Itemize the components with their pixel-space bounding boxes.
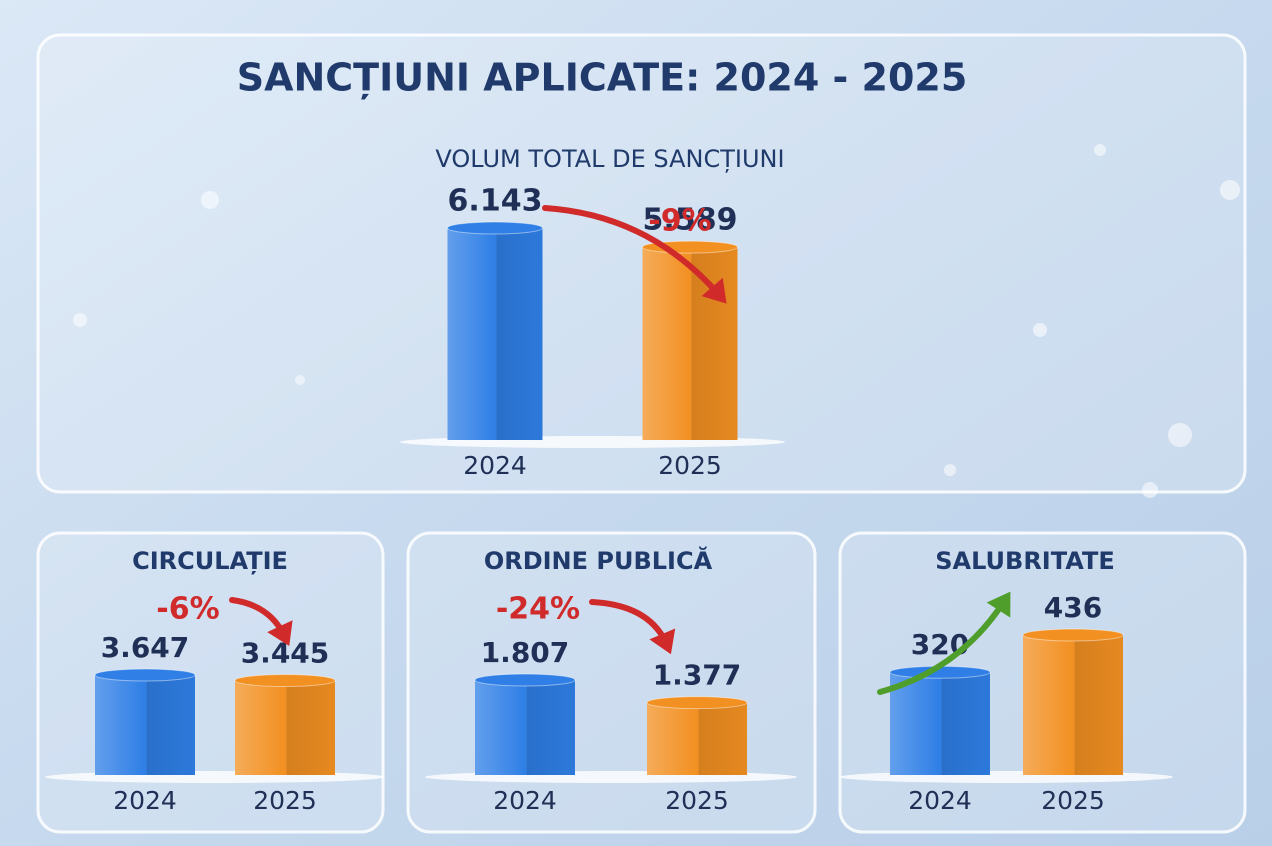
bar-shade xyxy=(447,228,543,440)
change-label: -24% xyxy=(496,592,580,627)
x-tick-label: 2025 xyxy=(1041,786,1105,815)
value-label: 6.143 xyxy=(448,184,543,219)
main-panel xyxy=(36,33,1247,494)
x-tick-label: 2025 xyxy=(658,451,722,480)
chart-title: ORDINE PUBLICĂ xyxy=(484,545,713,575)
value-label: 320 xyxy=(911,628,969,661)
value-label: 5.589 xyxy=(643,203,738,238)
change-label: -9% xyxy=(648,204,711,239)
bar-shade xyxy=(890,672,990,775)
snow xyxy=(73,144,1240,498)
bar-shade xyxy=(95,675,195,775)
bar-shade xyxy=(235,680,335,775)
arrow-head xyxy=(649,628,676,655)
bar-shade xyxy=(642,247,738,440)
bar-cap xyxy=(646,696,748,710)
bar-shade xyxy=(647,702,747,775)
x-tick-label: 2025 xyxy=(665,786,729,815)
chart-title: SALUBRITATE xyxy=(935,547,1114,575)
bar-shadow xyxy=(840,771,1173,783)
value-label: 3.647 xyxy=(101,631,190,664)
arrow-head xyxy=(701,277,727,304)
arrow-head xyxy=(267,620,293,647)
chart-title: CIRCULAȚIE xyxy=(132,547,288,575)
trend-arrow xyxy=(542,205,723,299)
x-tick-label: 2024 xyxy=(113,786,177,815)
chart-title: VOLUM TOTAL DE SANCȚIUNI xyxy=(435,145,784,173)
x-tick-label: 2024 xyxy=(463,451,527,480)
value-label: 436 xyxy=(1044,591,1102,624)
value-label: 1.377 xyxy=(653,659,742,692)
x-tick-label: 2024 xyxy=(493,786,557,815)
arrow-head xyxy=(986,591,1011,618)
page-title: SANCȚIUNI APLICATE: 2024 - 2025 xyxy=(237,56,968,100)
bar-cap xyxy=(1022,628,1124,642)
bar-cap xyxy=(94,668,196,682)
bar-cap xyxy=(474,673,576,687)
change-label: -6% xyxy=(156,592,219,627)
panel xyxy=(406,531,817,834)
x-tick-label: 2024 xyxy=(908,786,972,815)
bar-shade xyxy=(475,680,575,775)
bar-cap xyxy=(234,674,336,688)
x-tick-label: 2025 xyxy=(253,786,317,815)
trend-arrow xyxy=(877,597,1008,695)
bar-shade xyxy=(1023,635,1123,775)
bar-cap xyxy=(447,221,543,235)
value-label: 1.807 xyxy=(481,636,570,669)
